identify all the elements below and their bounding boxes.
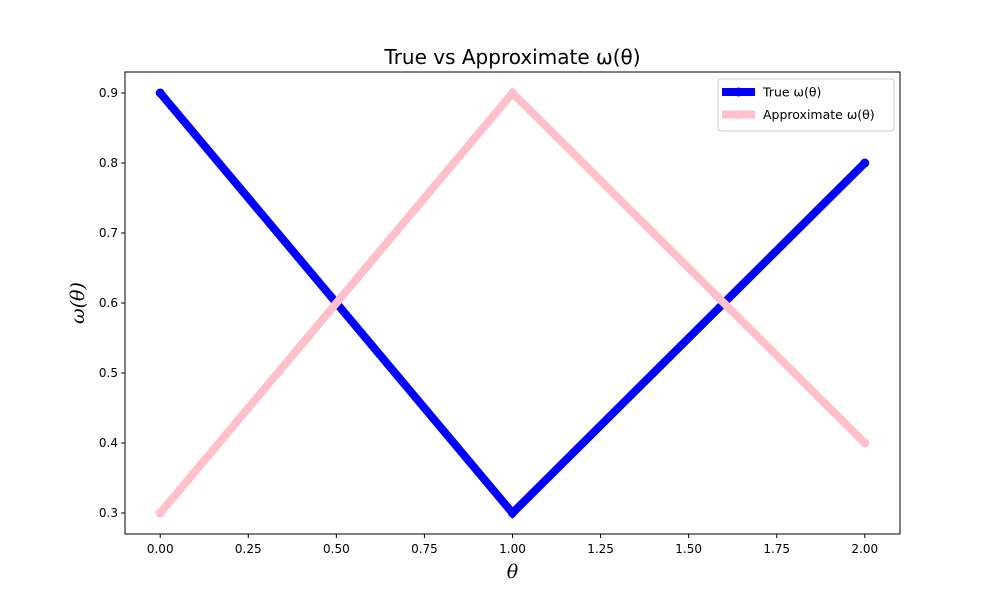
data-point bbox=[155, 88, 165, 98]
data-point bbox=[155, 508, 165, 518]
legend: True ω(θ) Approximate ω(θ) bbox=[717, 78, 895, 132]
legend-swatch-marker bbox=[734, 110, 743, 119]
data-point bbox=[860, 438, 870, 448]
x-tick-label: 0.25 bbox=[235, 542, 262, 556]
y-tick-label: 0.3 bbox=[99, 506, 118, 520]
y-axis-label: ω(θ) bbox=[67, 282, 89, 324]
x-tick-label: 0.75 bbox=[411, 542, 438, 556]
y-tick-label: 0.8 bbox=[99, 156, 118, 170]
chart-title: True vs Approximate ω(θ) bbox=[383, 45, 640, 69]
data-point bbox=[508, 508, 517, 518]
x-tick-label: 2.00 bbox=[851, 542, 878, 556]
x-tick-label: 1.25 bbox=[587, 542, 614, 556]
legend-frame bbox=[717, 78, 895, 132]
x-axis-label: θ bbox=[507, 561, 519, 583]
y-tick-label: 0.6 bbox=[99, 296, 118, 310]
x-tick-label: 1.50 bbox=[675, 542, 702, 556]
y-axis-ticks: 0.3 0.4 0.5 0.6 0.7 0.8 0.9 bbox=[99, 86, 125, 520]
legend-swatch-marker bbox=[734, 87, 743, 97]
y-tick-label: 0.9 bbox=[99, 86, 118, 100]
series-layer bbox=[155, 87, 870, 519]
plot-area bbox=[125, 72, 900, 534]
legend-label: Approximate ω(θ) bbox=[763, 107, 875, 122]
x-axis-ticks: 0.00 0.25 0.50 0.75 1.00 1.25 1.50 1.75 2.00 bbox=[147, 534, 878, 556]
x-tick-label: 1.00 bbox=[499, 542, 526, 556]
x-tick-label: 1.75 bbox=[763, 542, 790, 556]
data-point bbox=[860, 158, 870, 168]
y-tick-label: 0.5 bbox=[99, 366, 118, 380]
plot-frame bbox=[124, 71, 901, 535]
x-tick-label: 0.50 bbox=[323, 542, 350, 556]
y-tick-label: 0.7 bbox=[99, 226, 118, 240]
y-tick-label: 0.4 bbox=[99, 436, 118, 450]
x-tick-label: 0.00 bbox=[147, 542, 174, 556]
data-point bbox=[508, 88, 517, 98]
legend-label: True ω(θ) bbox=[762, 85, 821, 100]
